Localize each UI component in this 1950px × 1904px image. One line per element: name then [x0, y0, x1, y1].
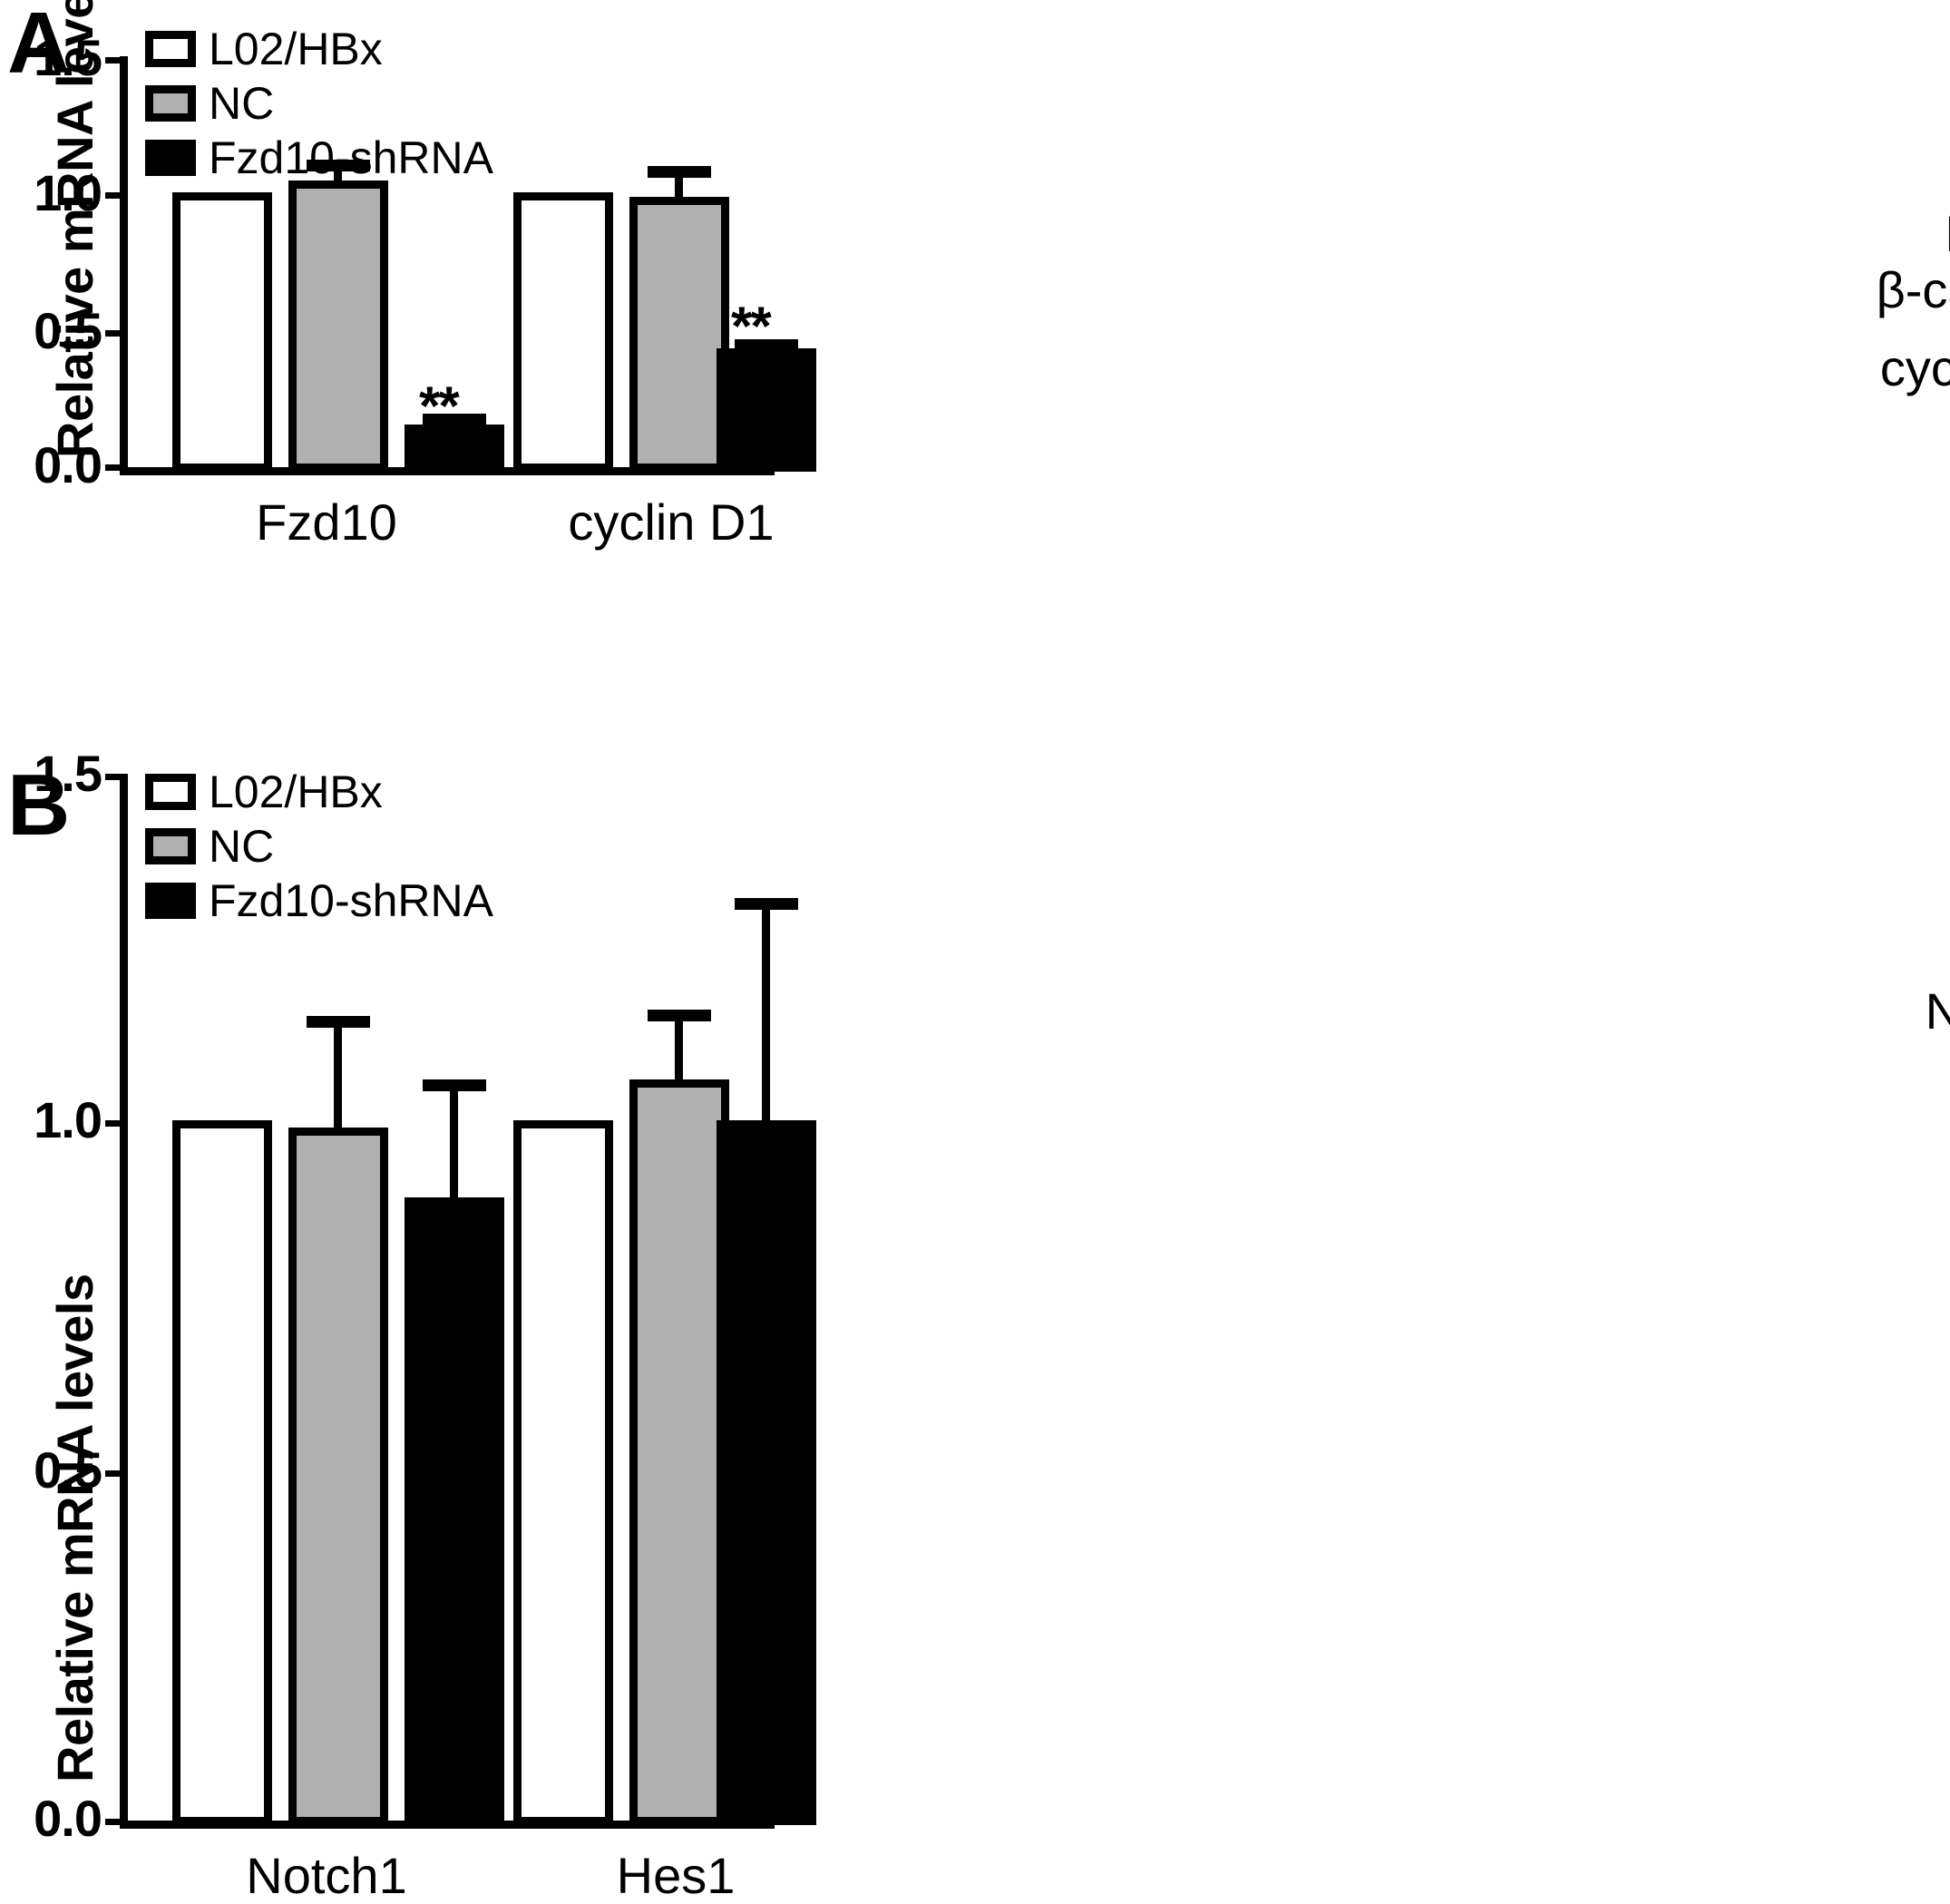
legend-swatch-white-icon [145, 774, 196, 810]
blot-b-row-label-notch1: Notch1 [1925, 982, 1950, 1040]
errorbar-stem-b-hes1-nc [675, 1010, 683, 1086]
blot-a-row-label-actin: Actin [1868, 422, 1950, 473]
panel-a: A Relative mRNA levels 1.5 1.0 0.5 0.0 [0, 0, 1950, 562]
errorbar-cap-a-cyclind1-nc [648, 166, 711, 178]
errorbar-stem-b-hes1-shrna [762, 898, 770, 1127]
bar-b-hes1-nc [629, 1079, 729, 1825]
bar-a-fzd10-l02hbx [172, 192, 272, 472]
blot-a-row-label-fzd10: Fzd10 [1868, 209, 1950, 259]
y-tick-1.0-b [105, 1120, 125, 1127]
y-axis-label-b: Relative mRNA levels [46, 1274, 103, 1782]
errorbar-cap-b-hes1-shrna [735, 898, 798, 910]
blot-a-row-label-beta-catenin: β-catenin [1876, 261, 1950, 318]
blot-panel-a: L02/HBx NC Fzd10-shRNA Fzd10 β-catenin [1070, 0, 1950, 562]
errorbar-cap-a-fzd10-nc [307, 160, 370, 171]
y-tick-label-0.0-b: 0.0 [34, 1790, 102, 1847]
errorbar-cap-b-notch1-nc [307, 1016, 370, 1028]
legend-label-nc-b: NC [209, 821, 275, 872]
errorbar-stem-b-notch1-nc [334, 1016, 342, 1134]
y-tick-0.5-b [105, 1470, 125, 1477]
x-tick-label-a-fzd10: Fzd10 [256, 493, 397, 551]
significance-a-cyclind1: ** [731, 296, 772, 356]
errorbar-cap-a-cyclind1-shrna [735, 339, 798, 351]
blot-b-row-label-actin: Actin [1841, 1216, 1950, 1266]
legend-label-nc-a: NC [209, 78, 275, 129]
errorbar-stem-b-notch1-shrna [450, 1079, 458, 1202]
bar-a-cyclind1-shrna [717, 348, 816, 472]
errorbar-cap-b-hes1-nc [648, 1010, 711, 1021]
y-tick-label-1.0-a: 1.0 [34, 164, 102, 221]
y-tick-1.5-a [105, 57, 125, 63]
bar-b-notch1-shrna [405, 1197, 504, 1825]
y-tick-label-0.5-b: 0.5 [34, 1441, 102, 1499]
blot-b-row-label-hes1: Hes1 [1841, 1095, 1950, 1146]
y-tick-1.0-a [105, 192, 125, 199]
x-tick-label-b-hes1: Hes1 [616, 1847, 736, 1904]
y-tick-1.5-b [105, 774, 125, 780]
panel-b: B Relative mRNA levels 1.5 1.0 0.5 0.0 L… [0, 748, 1950, 1901]
bar-b-notch1-nc [288, 1128, 388, 1825]
legend-label-shrna-b: Fzd10-shRNA [209, 875, 493, 926]
y-tick-label-0.0-a: 0.0 [34, 436, 102, 493]
y-tick-0.5-a [105, 330, 125, 337]
x-tick-label-b-notch1: Notch1 [246, 1847, 407, 1904]
bar-b-hes1-shrna [717, 1120, 816, 1825]
panel-a-letter: A [7, 0, 70, 92]
errorbar-stem-a-cyclind1-nc [675, 166, 683, 200]
bar-b-hes1-l02hbx [513, 1120, 613, 1825]
legend-swatch-black-icon [145, 883, 196, 919]
chart-panel-a: Relative mRNA levels 1.5 1.0 0.5 0.0 L02… [0, 0, 816, 562]
legend-swatch-gray-icon [145, 828, 196, 864]
bar-a-fzd10-shrna [405, 425, 504, 472]
errorbar-stem-a-fzd10-nc [334, 160, 342, 183]
bar-a-cyclind1-l02hbx [513, 192, 613, 472]
legend-swatch-white-icon [145, 31, 196, 67]
y-axis-line-b [120, 774, 128, 1826]
legend-label-l02hbx-b: L02/HBx [209, 766, 383, 817]
y-tick-0.0-a [105, 464, 125, 471]
blot-panel-b: L02/HBx NC Fzd10-shRNA Notch1 Hes1 [1070, 776, 1950, 1610]
significance-a-fzd10: ** [419, 376, 460, 436]
legend-label-shrna-a: Fzd10-shRNA [209, 132, 493, 183]
y-axis-line-a [120, 56, 128, 472]
y-tick-label-1.5-b: 1.5 [34, 745, 102, 802]
x-tick-label-a-cyclind1: cyclin D1 [568, 493, 775, 551]
bar-a-cyclind1-nc [629, 197, 729, 472]
bar-a-fzd10-nc [288, 181, 388, 472]
y-tick-label-0.5-a: 0.5 [34, 302, 102, 359]
y-tick-label-1.0-b: 1.0 [34, 1091, 102, 1148]
legend-label-l02hbx-a: L02/HBx [209, 24, 383, 74]
legend-swatch-black-icon [145, 140, 196, 176]
y-tick-label-1.5-a: 1.5 [34, 29, 102, 86]
panel-b-letter: B [7, 757, 70, 854]
blot-a-row-label-cyclin-d1: cyclin D1 [1879, 339, 1950, 396]
chart-panel-b: Relative mRNA levels 1.5 1.0 0.5 0.0 L02… [0, 748, 816, 1901]
legend-swatch-gray-icon [145, 85, 196, 122]
y-tick-0.0-b [105, 1819, 125, 1825]
errorbar-cap-b-notch1-shrna [423, 1079, 486, 1091]
bar-b-notch1-l02hbx [172, 1120, 272, 1825]
errorbar-cap-a-fzd10-shrna [423, 414, 486, 425]
